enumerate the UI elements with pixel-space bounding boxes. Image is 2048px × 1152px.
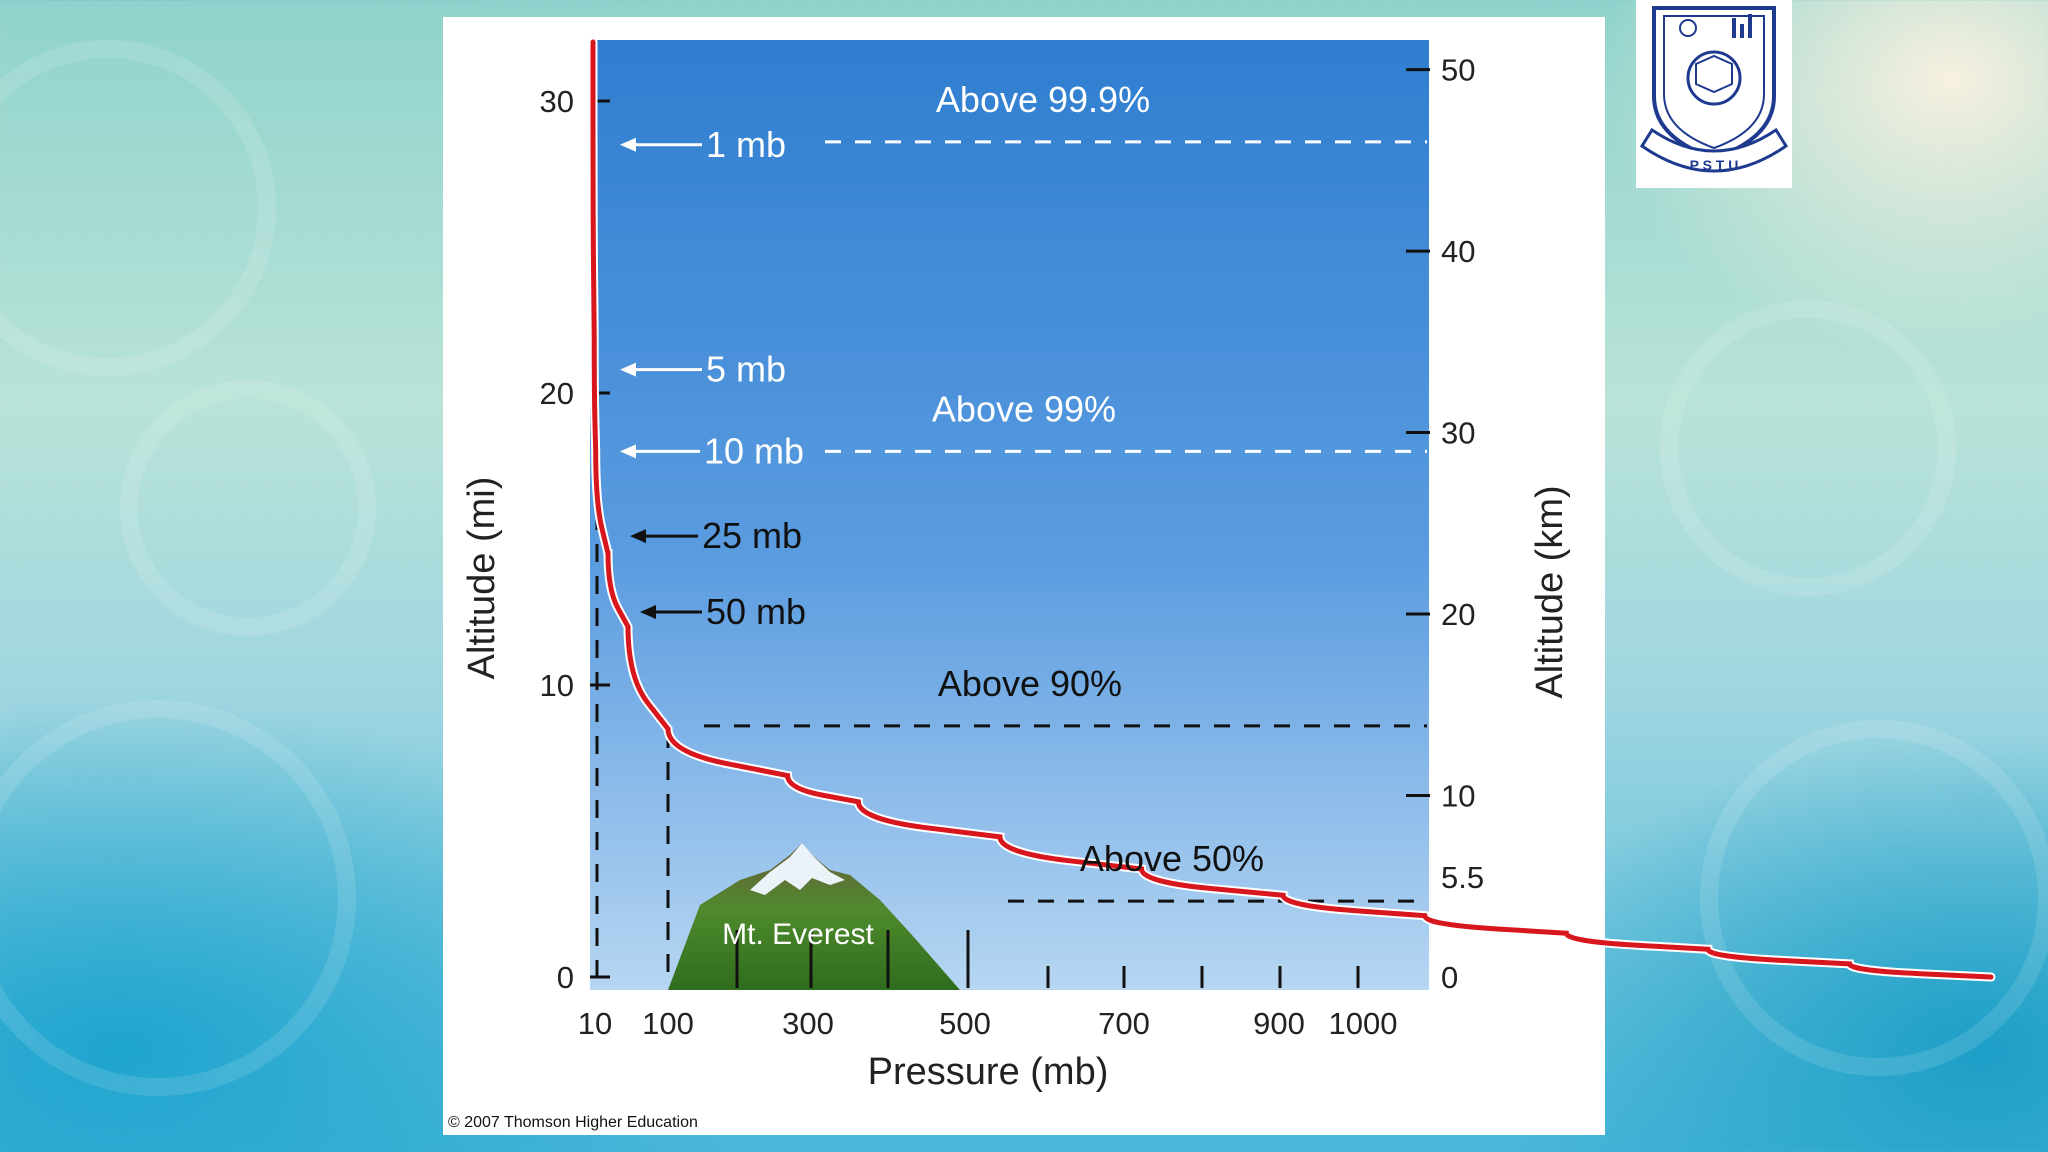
arrow-head-icon bbox=[630, 529, 646, 544]
y-right-tick-label: 0 bbox=[1441, 960, 1458, 995]
x-tick-label: 100 bbox=[642, 1006, 694, 1041]
svg-text:P S T U: P S T U bbox=[1690, 157, 1739, 173]
pstu-seal-icon: P S T U bbox=[1639, 6, 1789, 173]
university-logo: P S T U bbox=[1636, 0, 1792, 188]
x-tick-label: 300 bbox=[782, 1006, 834, 1041]
x-tick-label: 700 bbox=[1098, 1006, 1150, 1041]
mass-level-label: Above 99.9% bbox=[936, 79, 1150, 120]
y-axis-right-title: Altitude (km) bbox=[1529, 485, 1571, 698]
pressure-label: 1 mb bbox=[706, 124, 786, 165]
x-tick-label: 900 bbox=[1253, 1006, 1305, 1041]
pressure-label: 10 mb bbox=[704, 430, 804, 471]
y-left-tick-label: 10 bbox=[540, 668, 574, 703]
mass-level-label: Above 99% bbox=[932, 388, 1116, 429]
y-left-tick-label: 20 bbox=[540, 376, 574, 411]
copyright-notice: © 2007 Thomson Higher Education bbox=[448, 1114, 698, 1131]
pressure-label: 25 mb bbox=[702, 515, 802, 556]
y-left-tick-label: 30 bbox=[540, 84, 574, 119]
y-right-tick-label: 40 bbox=[1441, 234, 1475, 269]
mass-level-label: Above 90% bbox=[938, 663, 1122, 704]
x-tick-label: 10 bbox=[578, 1006, 612, 1041]
x-tick-label: 1000 bbox=[1329, 1006, 1398, 1041]
y-right-tick-label: 50 bbox=[1441, 53, 1475, 88]
y-right-tick-label: 5.5 bbox=[1441, 860, 1484, 895]
y-right-tick-label: 30 bbox=[1441, 416, 1475, 451]
y-right-tick-label: 10 bbox=[1441, 779, 1475, 814]
y-axis-left-title: Altitude (mi) bbox=[461, 477, 503, 680]
pressure-label: 5 mb bbox=[706, 349, 786, 390]
arrow-head-icon bbox=[620, 137, 636, 152]
y-left-tick-label: 0 bbox=[557, 960, 574, 995]
mt-everest-label: Mt. Everest bbox=[722, 918, 874, 951]
mass-level-label: Above 50% bbox=[1080, 838, 1264, 879]
arrow-head-icon bbox=[640, 605, 656, 619]
y-right-tick-label: 20 bbox=[1441, 597, 1475, 632]
pressure-altitude-curve bbox=[590, 39, 1994, 980]
x-axis-title: Pressure (mb) bbox=[868, 1051, 1109, 1093]
x-tick-label: 500 bbox=[939, 1006, 991, 1041]
arrow-head-icon bbox=[620, 362, 636, 377]
pressure-label: 50 mb bbox=[706, 591, 806, 632]
arrow-head-icon bbox=[620, 444, 636, 459]
sky-background bbox=[590, 40, 1429, 990]
